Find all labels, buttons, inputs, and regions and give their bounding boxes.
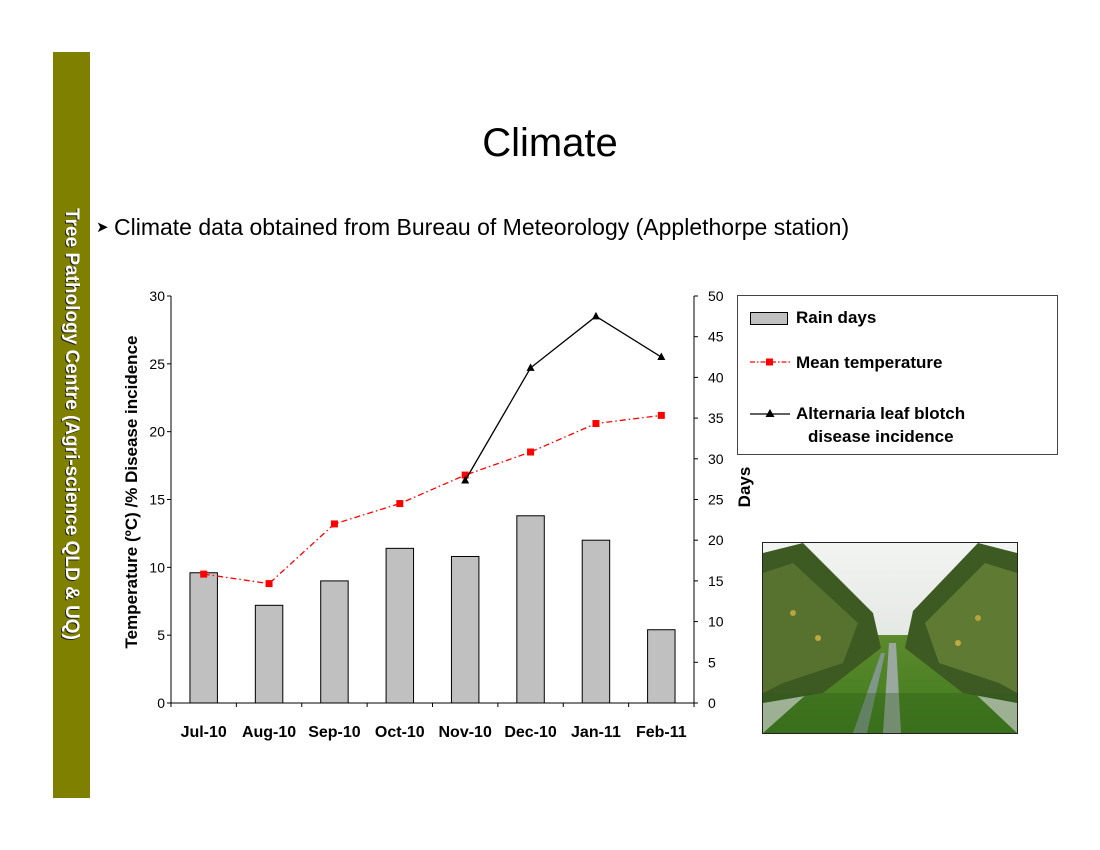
rain-days-bars [189, 515, 676, 704]
black-triangle-line-icon [750, 409, 790, 417]
right-tick-label: 35 [708, 410, 724, 426]
x-tick-label: Aug-10 [242, 724, 296, 741]
right-tick-label: 30 [708, 451, 724, 467]
chart-legend: Rain days Mean temperature Alternaria le… [737, 295, 1058, 455]
x-tick-label: Dec-10 [504, 724, 557, 741]
rain-days-bar [254, 604, 284, 704]
rain-days-bar [320, 580, 349, 704]
left-tick-label: 10 [149, 559, 165, 575]
bullet-item: ➤ Climate data obtained from Bureau of Me… [96, 214, 849, 241]
rain-days-bar [450, 555, 480, 704]
right-tick-label: 0 [708, 695, 716, 711]
mean-temperature-point [330, 520, 338, 528]
mean-temperature-point [396, 500, 404, 508]
chart-lines [200, 311, 666, 588]
mean-temperature-point [657, 411, 665, 419]
right-tick-label: 5 [708, 654, 716, 670]
legend-label: Mean temperature [796, 353, 943, 372]
x-tick-label: Oct-10 [375, 724, 425, 741]
x-tick-label: Jul-10 [181, 724, 227, 741]
y2-axis-label: Days [735, 467, 754, 508]
x-axis-ticks: Jul-10 Aug-10 Sep-10 Oct-10 Nov-10 Dec-10 Jan-… [170, 703, 695, 741]
rain-days-bar [647, 629, 676, 704]
left-tick-label: 25 [149, 356, 165, 372]
y-axis-label: Temperature (ºC) /% Disease incidence [122, 336, 141, 649]
right-tick-label: 50 [708, 288, 724, 304]
slide-title: Climate [482, 121, 618, 165]
x-tick-label: Sep-10 [308, 724, 361, 741]
mean-temperature-point [265, 580, 273, 588]
left-tick-label: 0 [157, 695, 165, 711]
disease-incidence-line [464, 315, 662, 481]
right-tick-label: 25 [708, 492, 724, 508]
disease-incidence-point [526, 363, 535, 371]
right-tick-label: 45 [708, 329, 724, 345]
left-tick-label: 5 [157, 627, 165, 643]
disease-incidence-point [591, 311, 600, 320]
left-tick-label: 30 [149, 288, 165, 304]
x-tick-label: Feb-11 [636, 724, 687, 741]
mean-temperature-point [461, 471, 469, 479]
bullet-text: Climate data obtained from Bureau of Met… [114, 214, 850, 240]
left-tick-label: 20 [149, 424, 165, 440]
disease-incidence-point [657, 352, 666, 361]
mean-temperature-point [200, 570, 208, 578]
sidebar-banner [53, 52, 90, 798]
rain-days-bar [385, 547, 415, 704]
left-tick-label: 15 [149, 492, 165, 508]
arrowhead-bullet-icon: ➤ [96, 219, 109, 236]
mean-temperature-line [203, 414, 662, 585]
mean-temperature-point [527, 448, 535, 456]
right-tick-label: 10 [708, 614, 724, 630]
left-axis-ticks: 0 5 10 15 20 25 30 [149, 288, 171, 711]
rain-days-bar [189, 572, 218, 704]
rain-days-bar [516, 515, 545, 704]
x-tick-label: Nov-10 [439, 724, 492, 741]
mean-temperature-point [592, 420, 600, 428]
right-axis-ticks: 0 5 10 15 20 25 30 35 40 45 50 [694, 288, 724, 711]
chart-axes [170, 296, 695, 704]
orchard-image [763, 543, 1017, 733]
legend-label: disease incidence [808, 427, 954, 446]
right-tick-label: 40 [708, 369, 724, 385]
right-tick-label: 20 [708, 532, 724, 548]
legend-label: Rain days [796, 308, 877, 327]
legend-label: Alternaria leaf blotch [796, 404, 966, 423]
rain-days-bar [581, 539, 611, 704]
apple-orchard-photo [762, 542, 1018, 734]
red-dashdot-square-line-icon [750, 358, 790, 366]
x-tick-label: Jan-11 [571, 724, 621, 741]
right-tick-label: 15 [708, 573, 724, 589]
legend-bar-swatch [750, 312, 788, 325]
disease-incidence-point [461, 476, 470, 484]
